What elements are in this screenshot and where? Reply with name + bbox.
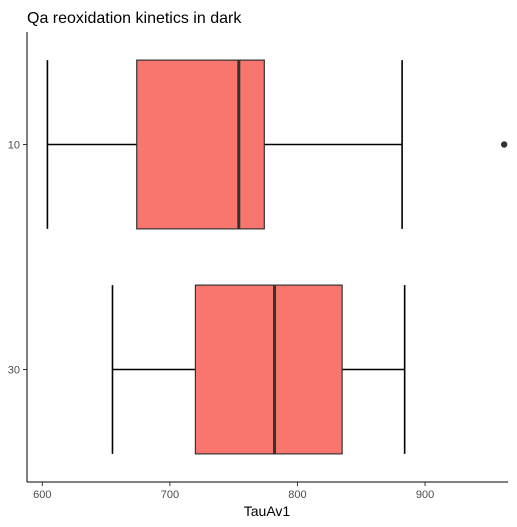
x-tick-label-700: 700 bbox=[161, 489, 179, 501]
box-30 bbox=[194, 284, 343, 455]
plot-area bbox=[46, 59, 508, 455]
x-tick-label-800: 800 bbox=[288, 489, 306, 501]
x-tick-label-600: 600 bbox=[33, 489, 51, 501]
box-group-10 bbox=[46, 59, 508, 230]
chart-title: Qa reoxidation kinetics in dark bbox=[27, 10, 242, 27]
x-axis-ticks: 600 700 800 900 bbox=[33, 482, 434, 501]
y-tick-label-10: 10 bbox=[8, 140, 20, 152]
box-10 bbox=[136, 59, 265, 230]
x-axis-title: TauAv1 bbox=[244, 503, 291, 519]
outlier-10-0 bbox=[500, 141, 508, 148]
y-tick-label-30: 30 bbox=[8, 365, 20, 377]
x-tick-label-900: 900 bbox=[416, 489, 434, 501]
box-group-30 bbox=[111, 284, 406, 455]
y-axis-ticks: 10 30 bbox=[8, 140, 27, 377]
